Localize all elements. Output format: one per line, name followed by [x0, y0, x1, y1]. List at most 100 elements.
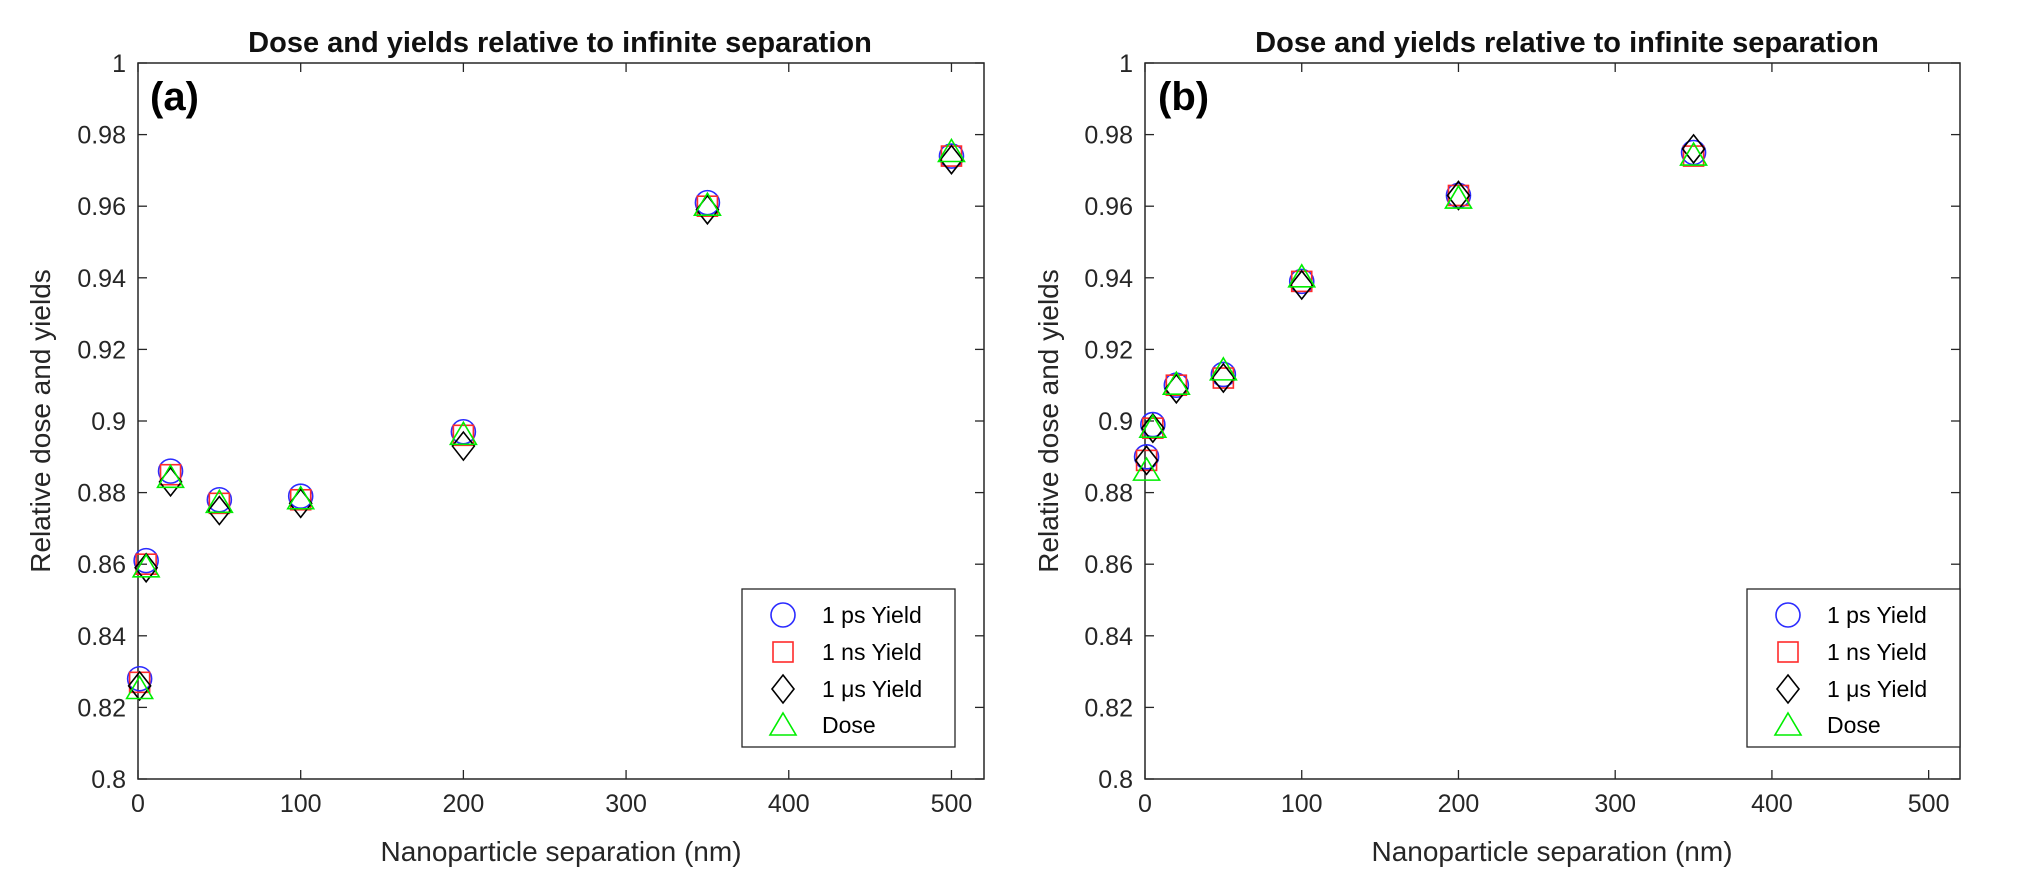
- data-point-triangle: [1138, 413, 1168, 438]
- y-tick-label: 1: [112, 50, 126, 78]
- data-point-triangle: [937, 137, 966, 163]
- data-point-triangle: [1132, 456, 1161, 481]
- y-tick-label: 0.92: [1084, 336, 1133, 364]
- y-tick-label: 0.94: [77, 265, 126, 293]
- y-tick-label: 0.86: [1084, 551, 1133, 579]
- legend-box: [741, 588, 956, 748]
- y-tick-label: 0.82: [1084, 694, 1133, 722]
- legend-entry-1ns: 1 ns Yield: [1777, 639, 1927, 665]
- legend-marker-circle: [770, 602, 796, 628]
- data-point-circle: [1210, 361, 1237, 388]
- y-axis-label: Relative dose and yields: [1033, 269, 1064, 573]
- legend-box: [1746, 588, 1961, 748]
- y-tick-label: 0.8: [91, 766, 126, 794]
- legend-label: 1 μs Yield: [1827, 676, 1927, 702]
- data-point-circle: [126, 665, 153, 692]
- legend-label: 1 μs Yield: [822, 676, 922, 702]
- x-tick-label: 500: [1908, 790, 1950, 818]
- legend-marker-triangle: [1773, 711, 1803, 736]
- x-tick-label: 500: [931, 790, 973, 818]
- data-point-triangle: [1161, 370, 1191, 396]
- y-tick-label: 0.9: [1098, 408, 1133, 436]
- data-point-square: [452, 424, 475, 447]
- data-points: [1132, 133, 1708, 481]
- legend-label: 1 ns Yield: [1827, 639, 1927, 665]
- x-tick-label: 0: [131, 790, 145, 818]
- x-axis-label: Nanoparticle separation (nm): [1371, 836, 1732, 867]
- legend-marker-circle: [1775, 602, 1801, 628]
- data-point-diamond: [1289, 269, 1314, 301]
- x-tick-label: 100: [1281, 790, 1323, 818]
- chart-title: Dose and yields relative to infinite sep…: [248, 27, 872, 59]
- data-point-triangle: [156, 463, 185, 489]
- y-tick-label: 0.96: [77, 193, 126, 221]
- legend-marker-diamond: [770, 673, 796, 705]
- data-point-triangle: [1444, 184, 1473, 209]
- x-tick-label: 400: [768, 790, 810, 818]
- legend-entry-1us: 1 μs Yield: [770, 673, 922, 705]
- panel-label: (b): [1158, 75, 1209, 119]
- x-tick-label: 300: [1594, 790, 1636, 818]
- y-tick-label: 0.88: [1084, 480, 1133, 508]
- y-tick-label: 0.88: [77, 480, 126, 508]
- data-point-triangle: [286, 485, 316, 510]
- data-point-circle: [1133, 443, 1160, 470]
- legend-marker-square: [1777, 641, 1799, 663]
- legend-marker-square: [772, 641, 794, 663]
- legend-label: Dose: [822, 712, 876, 738]
- legend-entry-dose: Dose: [1773, 711, 1881, 738]
- x-tick-label: 200: [1438, 790, 1480, 818]
- y-tick-label: 0.98: [77, 122, 126, 150]
- data-point-triangle: [1208, 356, 1238, 381]
- legend-entry-dose: Dose: [768, 711, 876, 738]
- legend-entry-1ns: 1 ns Yield: [772, 639, 922, 665]
- y-tick-label: 1: [1119, 50, 1133, 78]
- x-axis-label: Nanoparticle separation (nm): [380, 836, 741, 867]
- y-tick-label: 0.84: [77, 623, 126, 651]
- data-point-triangle: [1287, 263, 1317, 288]
- data-point-circle: [133, 547, 159, 574]
- data-point-diamond: [127, 670, 152, 702]
- data-point-diamond: [939, 144, 964, 175]
- data-point-square: [208, 492, 231, 515]
- x-tick-label: 100: [280, 790, 322, 818]
- data-point-triangle: [131, 553, 161, 578]
- y-tick-label: 0.82: [77, 694, 126, 722]
- x-tick-label: 0: [1138, 790, 1152, 818]
- data-point-diamond: [207, 495, 232, 526]
- y-tick-label: 0.86: [77, 551, 126, 579]
- legend-entry-1ps: 1 ps Yield: [1775, 602, 1927, 628]
- data-point-diamond: [1211, 362, 1236, 394]
- y-tick-label: 0.8: [1098, 766, 1133, 794]
- data-point-diamond: [1134, 445, 1159, 476]
- data-point-diamond: [451, 430, 476, 462]
- y-tick-label: 0.98: [1084, 122, 1133, 150]
- y-tick-label: 0.96: [1084, 193, 1133, 221]
- chart-title: Dose and yields relative to infinite sep…: [1255, 27, 1879, 59]
- data-point-diamond: [134, 552, 159, 584]
- legend-marker-triangle: [768, 711, 798, 736]
- y-axis-label: Relative dose and yields: [25, 269, 56, 573]
- x-tick-label: 300: [605, 790, 647, 818]
- data-point-triangle: [448, 420, 478, 446]
- legend-label: 1 ps Yield: [822, 602, 922, 628]
- data-point-diamond: [1681, 133, 1706, 165]
- legend-entry-1us: 1 μs Yield: [1775, 673, 1927, 705]
- data-point-triangle: [125, 674, 155, 700]
- data-point-circle: [1288, 268, 1315, 295]
- y-tick-label: 0.9: [91, 408, 126, 436]
- data-point-circle: [157, 458, 184, 484]
- legend: 1 ps Yield 1 ns Yield 1 μs Yield Dose: [1746, 588, 1961, 748]
- y-tick-label: 0.92: [77, 336, 126, 364]
- data-points: [125, 137, 966, 702]
- data-point-circle: [938, 143, 965, 169]
- x-tick-label: 200: [443, 790, 485, 818]
- legend-label: 1 ps Yield: [1827, 602, 1927, 628]
- chart-panel-b: Dose and yields relative to infinite sep…: [1033, 27, 1961, 867]
- data-point-square: [1682, 145, 1705, 167]
- legend-label: 1 ns Yield: [822, 639, 922, 665]
- data-point-triangle: [693, 191, 722, 216]
- legend-entry-1ps: 1 ps Yield: [770, 602, 922, 628]
- y-tick-label: 0.94: [1084, 265, 1133, 293]
